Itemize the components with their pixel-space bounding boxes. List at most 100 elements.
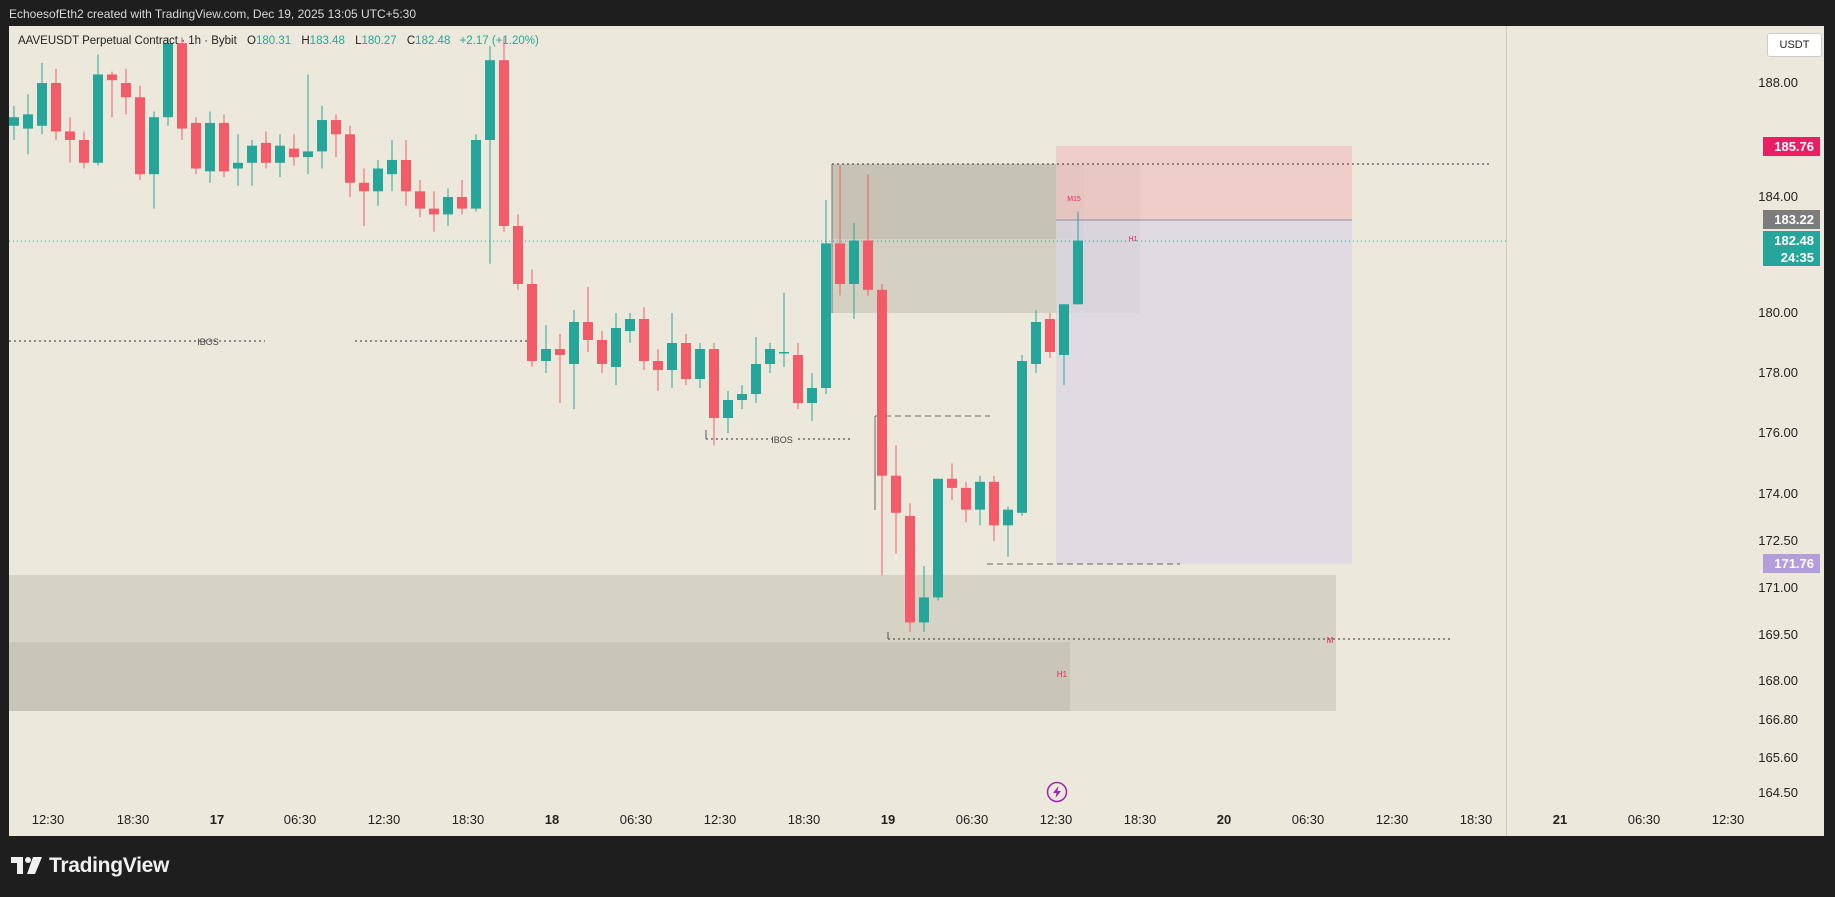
y-tick-label: 178.00	[1758, 365, 1798, 380]
attribution-bar: EchoesofEth2 created with TradingView.co…	[0, 0, 1835, 28]
candle-up	[485, 60, 495, 141]
candle-down	[121, 83, 131, 98]
footer-bar	[0, 838, 1835, 897]
candle-up	[695, 349, 705, 379]
tradingview-logo[interactable]: TradingView	[11, 854, 169, 878]
attribution-text: EchoesofEth2 created with TradingView.co…	[9, 7, 417, 21]
candle-up	[849, 240, 859, 284]
candle-up	[387, 159, 397, 175]
candle-up	[765, 349, 775, 364]
candle-up	[975, 481, 985, 510]
candle-down	[527, 284, 537, 361]
candle-down	[457, 197, 467, 209]
order-block-zone-inner	[832, 164, 1084, 239]
candle-down	[653, 361, 663, 370]
annotation-m15: M15	[1067, 196, 1081, 203]
x-tick-label: 06:30	[956, 812, 989, 827]
x-tick-label: 20	[1217, 812, 1231, 827]
x-tick-label: 12:30	[704, 812, 737, 827]
candle-up	[821, 243, 831, 388]
x-tick-label: 12:30	[1712, 812, 1745, 827]
price-badge	[1763, 210, 1820, 229]
candle-up	[1059, 304, 1069, 355]
x-tick-label: 18:30	[788, 812, 821, 827]
open-value: 180.31	[255, 35, 292, 47]
candle-up	[569, 322, 579, 364]
candle-down	[359, 182, 369, 192]
candle-up	[625, 319, 635, 331]
candle-up	[1003, 509, 1013, 526]
price-badge-label: 24:35	[1781, 250, 1814, 265]
high-label: H	[301, 35, 310, 47]
y-tick-label: 168.00	[1758, 673, 1798, 688]
x-tick-label: 21	[1553, 812, 1567, 827]
x-tick-label: 18:30	[117, 812, 150, 827]
candle-down	[345, 134, 355, 183]
candle-down	[79, 140, 89, 163]
price-badge-label: 185.76	[1774, 139, 1814, 154]
candle-down	[639, 319, 649, 361]
candle-up	[9, 117, 19, 126]
y-tick-label: 172.50	[1758, 533, 1798, 548]
lightning-bolt	[1053, 786, 1061, 798]
candle-down	[1045, 319, 1055, 352]
currency-button[interactable]: USDT	[1767, 33, 1822, 57]
x-tick-label: 18	[545, 812, 559, 827]
candle-up	[933, 478, 943, 598]
candle-down	[177, 43, 187, 129]
price-badge	[1763, 248, 1820, 266]
annotation-m: M	[1327, 636, 1334, 645]
close-value: 182.48	[415, 35, 451, 47]
x-tick-label: 06:30	[620, 812, 653, 827]
x-tick-label: 06:30	[1628, 812, 1661, 827]
price-badge-label: 171.76	[1774, 556, 1814, 571]
candle-up	[611, 328, 621, 367]
candle-up	[37, 83, 47, 126]
candle-down	[709, 349, 719, 418]
candle-up	[751, 364, 761, 394]
y-tick-label: 174.00	[1758, 486, 1798, 501]
y-tick-label: 184.00	[1758, 189, 1798, 204]
candle-up	[373, 168, 383, 192]
candle-up	[23, 114, 33, 129]
candle-down	[905, 515, 915, 623]
candle-down	[961, 487, 971, 510]
x-tick-label: 12:30	[368, 812, 401, 827]
candle-down	[513, 226, 523, 284]
candle-up	[303, 151, 313, 158]
annotation-ibos-mid: IBOS	[771, 435, 793, 445]
change-value: +2.17 (+1.20%)	[459, 35, 539, 47]
annotation-ibos-left: IBOS	[197, 337, 219, 347]
candles-group	[9, 37, 1083, 632]
symbol-label[interactable]: AAVEUSDT Perpetual Contract · 1h · Bybit	[18, 35, 237, 47]
candle-down	[863, 240, 873, 290]
y-tick-label: 180.00	[1758, 305, 1798, 320]
candle-up	[541, 349, 551, 361]
low-label: L	[355, 35, 362, 47]
candle-up	[149, 117, 159, 175]
high-value: 183.48	[309, 35, 345, 47]
candle-down	[401, 159, 411, 192]
candle-up	[233, 162, 243, 169]
x-tick-label: 12:30	[32, 812, 65, 827]
position-stop-zone	[1056, 146, 1352, 220]
candle-down	[555, 349, 565, 355]
candle-down	[331, 120, 341, 135]
candle-up	[1031, 322, 1041, 364]
candle-down	[681, 343, 691, 379]
price-badge-label: 182.48	[1774, 233, 1814, 248]
candle-up	[317, 120, 327, 152]
candle-up	[205, 122, 215, 172]
x-tick-label: 12:30	[1040, 812, 1073, 827]
candle-down	[51, 83, 61, 132]
y-tick-label: 169.50	[1758, 627, 1798, 642]
y-tick-label: 176.00	[1758, 425, 1798, 440]
candle-down	[597, 340, 607, 364]
candle-up	[737, 394, 747, 400]
candle-down	[583, 322, 593, 340]
tradingview-wordmark: TradingView	[49, 854, 170, 877]
candle-up	[1017, 361, 1027, 513]
candle-down	[191, 122, 201, 169]
candle-down	[415, 191, 425, 209]
